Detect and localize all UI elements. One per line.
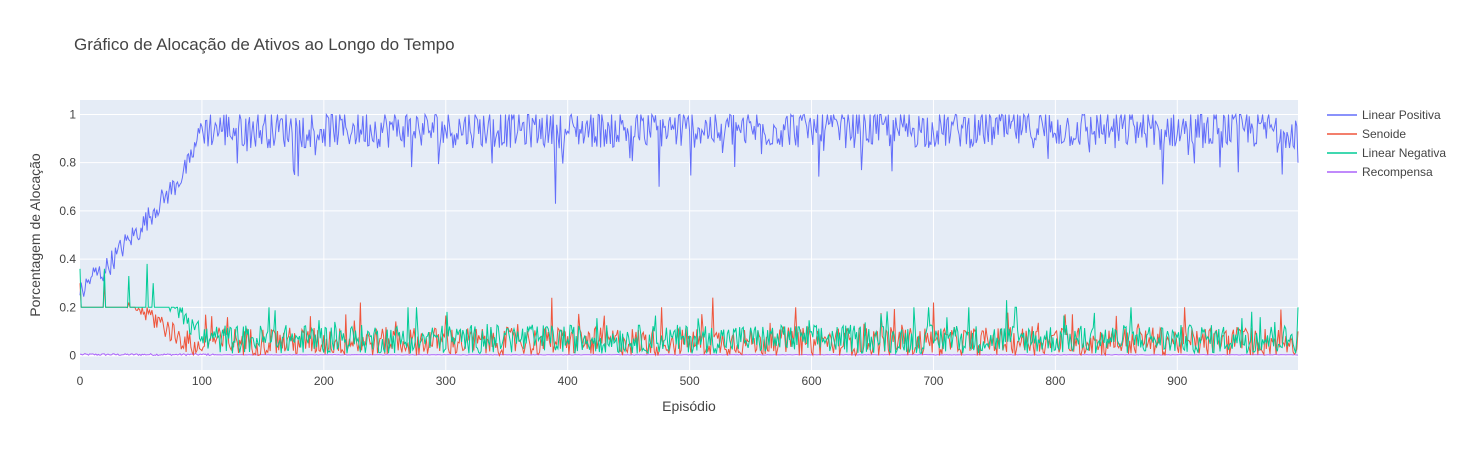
legend-item[interactable]: Senoide	[1327, 127, 1406, 141]
x-tick-label: 0	[77, 374, 84, 388]
x-tick-label: 600	[802, 374, 822, 388]
y-tick-label: 0.4	[59, 252, 76, 266]
y-tick-label: 0.6	[59, 204, 76, 218]
legend[interactable]: Linear Positiva Senoide Linear Negativa Rec…	[1327, 108, 1446, 179]
x-tick-label: 300	[436, 374, 456, 388]
legend-item[interactable]: Recompensa	[1327, 165, 1433, 179]
legend-label: Linear Positiva	[1362, 108, 1441, 122]
tick-labels: 0 0.2 0.4 0.6 0.8 1 0 100 200 300 400 500 600 700 800 9…	[59, 107, 1187, 388]
x-tick-label: 200	[314, 374, 334, 388]
series-line-2	[79, 263, 1299, 356]
x-tick-label: 500	[680, 374, 700, 388]
x-tick-label: 800	[1045, 374, 1065, 388]
legend-label: Senoide	[1362, 127, 1406, 141]
y-tick-label: 0	[69, 349, 76, 363]
x-axis-label: Episódio	[662, 398, 716, 414]
chart-title: Gráfico de Alocação de Ativos ao Longo d…	[74, 35, 455, 54]
series-line-3	[80, 352, 1299, 357]
x-tick-label: 700	[923, 374, 943, 388]
legend-item[interactable]: Linear Positiva	[1327, 108, 1441, 122]
y-axis-label: Porcentagem de Alocação	[27, 153, 43, 317]
series-line-0	[79, 112, 1299, 297]
legend-label: Linear Negativa	[1362, 146, 1446, 160]
x-tick-label: 900	[1167, 374, 1187, 388]
legend-item[interactable]: Linear Negativa	[1327, 146, 1446, 160]
x-tick-label: 400	[558, 374, 578, 388]
y-tick-label: 0.2	[59, 300, 76, 314]
legend-label: Recompensa	[1362, 165, 1433, 179]
grid-lines	[80, 100, 1298, 370]
series-lines	[79, 112, 1299, 357]
y-tick-label: 1	[69, 107, 76, 121]
x-tick-label: 100	[192, 374, 212, 388]
y-tick-label: 0.8	[59, 156, 76, 170]
